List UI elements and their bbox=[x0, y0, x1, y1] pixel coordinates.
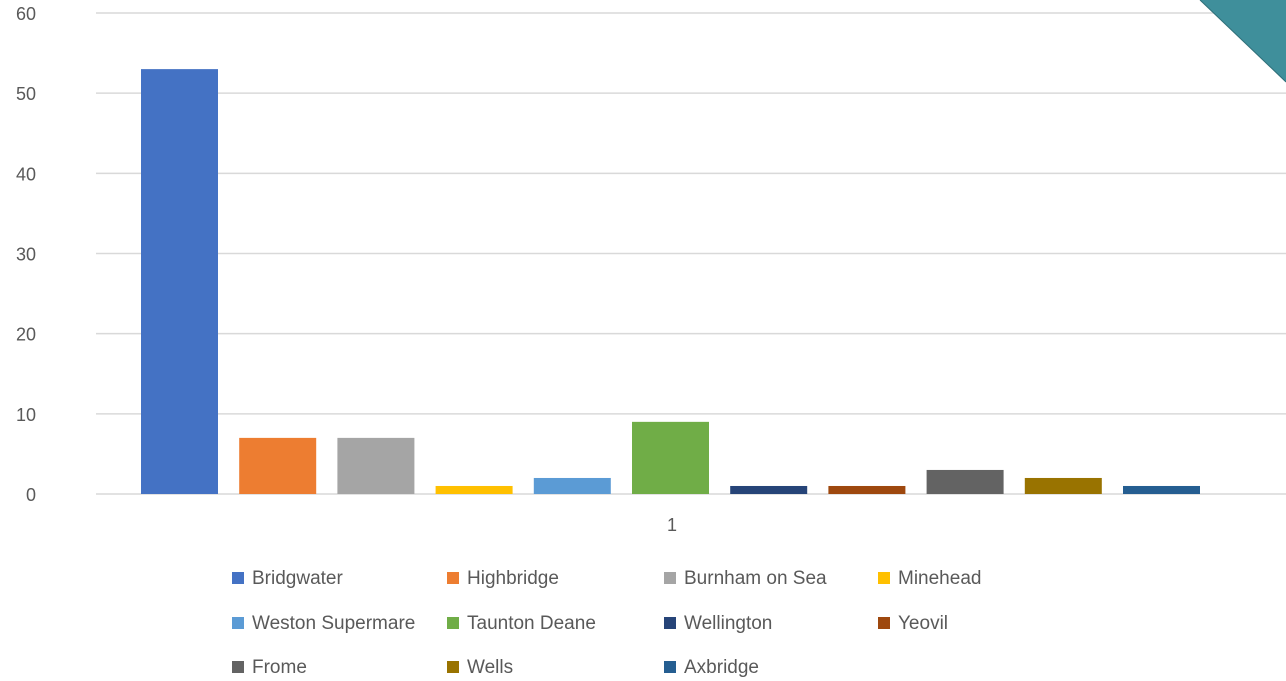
legend-label: Burnham on Sea bbox=[684, 568, 827, 589]
x-axis-ticks: 1 bbox=[667, 515, 677, 535]
legend-label: Wellington bbox=[684, 613, 772, 634]
y-tick-label: 40 bbox=[16, 164, 36, 184]
legend-swatch bbox=[447, 617, 459, 629]
x-tick-label: 1 bbox=[667, 515, 677, 535]
legend-swatch bbox=[232, 572, 244, 584]
bar-highbridge bbox=[239, 437, 317, 494]
y-tick-label: 20 bbox=[16, 325, 36, 345]
bar-yeovil bbox=[828, 485, 906, 494]
y-axis-ticks: 0 10 20 30 40 50 60 bbox=[16, 4, 36, 505]
legend-swatch bbox=[664, 661, 676, 673]
legend-swatch bbox=[878, 617, 890, 629]
legend-label: Taunton Deane bbox=[467, 613, 596, 634]
legend-swatch bbox=[664, 572, 676, 584]
y-tick-label: 60 bbox=[16, 4, 36, 24]
y-tick-label: 50 bbox=[16, 84, 36, 104]
y-tick-label: 30 bbox=[16, 245, 36, 265]
bar-bridgwater bbox=[141, 69, 218, 494]
legend-label: Wells bbox=[467, 657, 513, 678]
bar-burnham-on-sea bbox=[337, 437, 415, 494]
legend-label: Minehead bbox=[898, 568, 981, 589]
legend-swatch bbox=[664, 617, 676, 629]
bar-weston-supermare bbox=[533, 477, 611, 494]
legend-swatch bbox=[232, 617, 244, 629]
legend-label: Weston Supermare bbox=[252, 613, 415, 634]
bar-axbridge bbox=[1123, 485, 1200, 494]
legend-swatch bbox=[447, 572, 459, 584]
corner-accent-edge bbox=[1199, 0, 1286, 83]
bars bbox=[141, 69, 1200, 494]
bar-frome bbox=[926, 469, 1004, 494]
legend-label: Axbridge bbox=[684, 657, 759, 678]
legend: Bridgwater Highbridge Burnham on Sea Minehe… bbox=[232, 568, 981, 678]
legend-label: Highbridge bbox=[467, 568, 559, 589]
y-tick-label: 0 bbox=[26, 485, 36, 505]
legend-label: Frome bbox=[252, 657, 307, 678]
y-tick-label: 10 bbox=[16, 405, 36, 425]
legend-label: Yeovil bbox=[898, 613, 948, 634]
legend-swatch bbox=[447, 661, 459, 673]
bar-wellington bbox=[730, 485, 808, 494]
legend-label: Bridgwater bbox=[252, 568, 343, 589]
legend-swatch bbox=[878, 572, 890, 584]
bar-minehead bbox=[435, 485, 513, 494]
gridlines bbox=[96, 12, 1286, 495]
bar-wells bbox=[1024, 477, 1102, 494]
legend-swatch bbox=[232, 661, 244, 673]
bar-taunton-deane bbox=[632, 421, 709, 494]
